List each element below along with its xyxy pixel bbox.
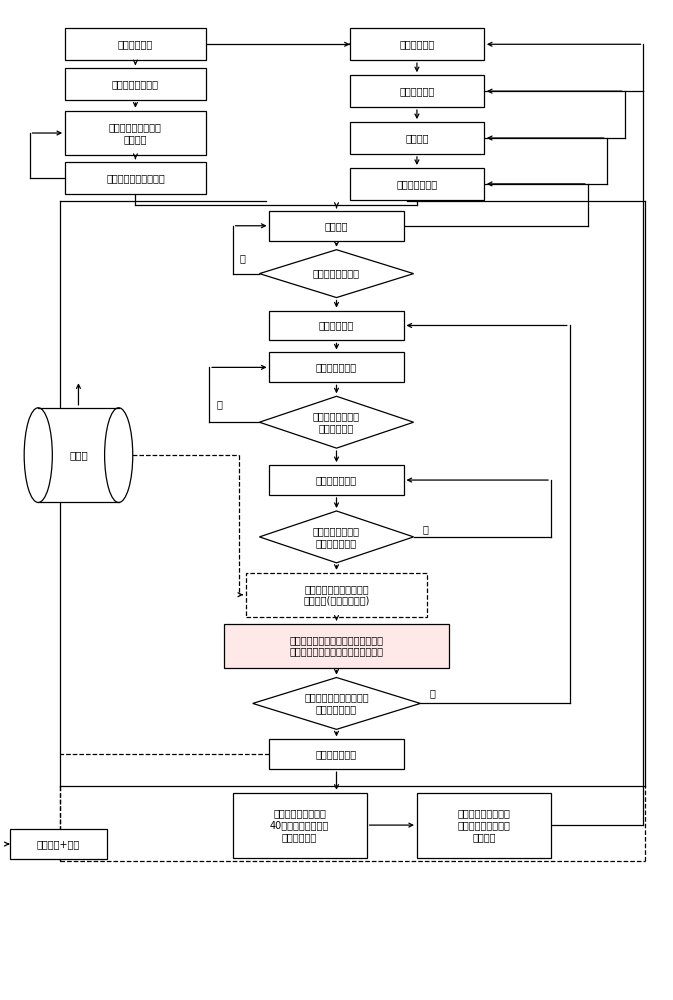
Text: 按要求排序，并将前
40种最优方案输出到
用户界面表格: 按要求排序，并将前 40种最优方案输出到 用户界面表格	[270, 808, 329, 842]
Text: 加有长边气道是否
小于最大总长: 加有长边气道是否 小于最大总长	[313, 411, 360, 433]
Text: 计算空损、负损、铁芯、线圈重量、
长、宽、高、总重量、温升及价格等: 计算空损、负损、铁芯、线圈重量、 长、宽、高、总重量、温升及价格等	[289, 635, 384, 656]
Ellipse shape	[24, 408, 52, 502]
Text: 否: 否	[423, 524, 429, 534]
FancyBboxPatch shape	[350, 122, 484, 154]
Text: 否: 否	[240, 253, 246, 263]
Text: 气道高度循环: 气道高度循环	[319, 320, 354, 330]
FancyBboxPatch shape	[269, 352, 404, 382]
Text: 长、宽、高、损耗、温升
等是否满足要求: 长、宽、高、损耗、温升 等是否满足要求	[304, 693, 369, 714]
Text: 计算匝数: 计算匝数	[405, 133, 429, 143]
FancyBboxPatch shape	[350, 75, 484, 107]
FancyBboxPatch shape	[10, 829, 107, 859]
Text: 短边气道数循环: 短边气道数循环	[316, 475, 357, 485]
Text: 二次优化+微调: 二次优化+微调	[37, 839, 80, 849]
Text: 输入初始设计参数: 输入初始设计参数	[112, 79, 159, 89]
Bar	[38, 408, 118, 502]
Text: 选择输出方案排序方式: 选择输出方案排序方式	[106, 173, 165, 183]
Text: 片厚取值循环: 片厚取值循环	[399, 86, 435, 96]
Polygon shape	[253, 678, 420, 729]
FancyBboxPatch shape	[350, 28, 484, 60]
Text: 从数据库导出本次计算的
单位铁损(依据磁化曲线): 从数据库导出本次计算的 单位铁损(依据磁化曲线)	[304, 584, 369, 606]
Ellipse shape	[104, 408, 133, 502]
Text: 辐向并绕数循环: 辐向并绕数循环	[396, 179, 437, 189]
FancyBboxPatch shape	[269, 739, 404, 769]
FancyBboxPatch shape	[417, 793, 551, 858]
Text: 输入用户参数: 输入用户参数	[118, 39, 153, 49]
Polygon shape	[259, 250, 414, 298]
FancyBboxPatch shape	[269, 211, 404, 241]
FancyBboxPatch shape	[246, 573, 427, 617]
Text: 写入临时数据表: 写入临时数据表	[316, 749, 357, 759]
Polygon shape	[259, 511, 414, 563]
Text: 线规循环: 线规循环	[325, 221, 348, 231]
Text: 片宽取值循环: 片宽取值循环	[399, 39, 435, 49]
FancyBboxPatch shape	[65, 28, 206, 60]
FancyBboxPatch shape	[65, 111, 206, 155]
Polygon shape	[259, 396, 414, 448]
Text: 选择最合适方案、调
整气隙更正电感、存
入数据库: 选择最合适方案、调 整气隙更正电感、存 入数据库	[458, 808, 510, 842]
Text: 调整输出的产品设计
参数范围: 调整输出的产品设计 参数范围	[109, 122, 162, 144]
FancyBboxPatch shape	[65, 68, 206, 100]
FancyBboxPatch shape	[269, 311, 404, 340]
FancyBboxPatch shape	[224, 624, 449, 668]
Text: 数据库: 数据库	[69, 450, 88, 460]
FancyBboxPatch shape	[65, 162, 206, 194]
Text: 是否小于最大电密: 是否小于最大电密	[313, 269, 360, 279]
Text: 否: 否	[429, 688, 435, 698]
FancyBboxPatch shape	[350, 168, 484, 200]
Text: 加有短边气道数是
否小于最大总宽: 加有短边气道数是 否小于最大总宽	[313, 526, 360, 548]
Text: 否: 否	[216, 399, 222, 409]
FancyBboxPatch shape	[233, 793, 367, 858]
FancyBboxPatch shape	[269, 465, 404, 495]
Text: 长边气道数循环: 长边气道数循环	[316, 362, 357, 372]
